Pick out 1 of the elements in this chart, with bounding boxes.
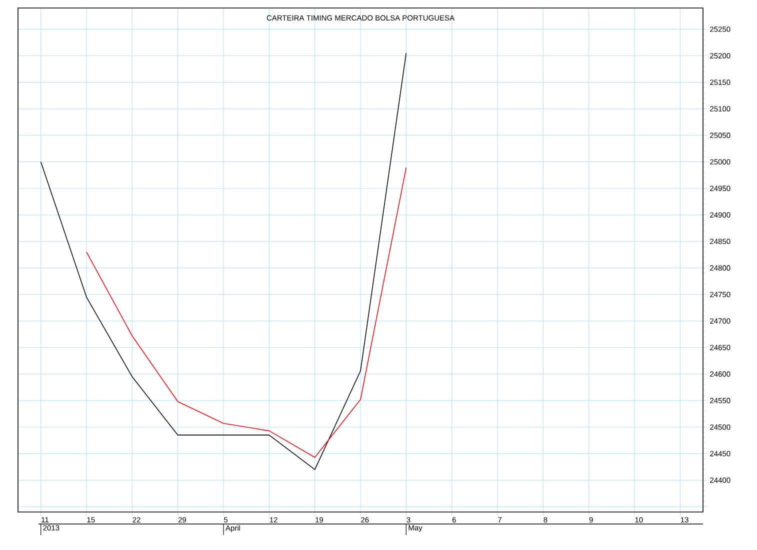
line-series xyxy=(86,167,407,458)
